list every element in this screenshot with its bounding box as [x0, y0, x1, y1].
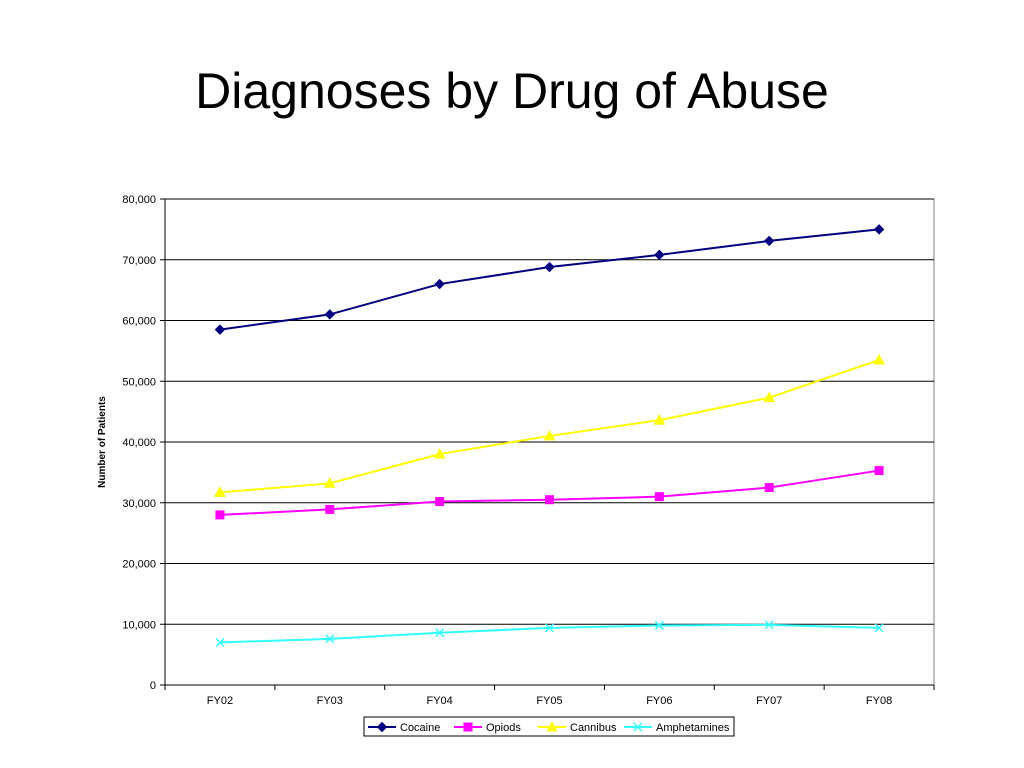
y-tick-label: 20,000 [122, 559, 156, 571]
data-point [633, 722, 643, 732]
legend-item-opiods: Opiods [454, 722, 521, 734]
y-tick-label: 50,000 [122, 376, 156, 388]
x-tick-label: FY07 [756, 695, 782, 707]
x-axis-tick-labels: FY02 FY03 FY04 FY05 FY06 FY07 FY08 [207, 695, 892, 707]
data-point [653, 414, 666, 425]
series-opiods [215, 466, 884, 520]
legend-item-cocaine: Cocaine [368, 721, 440, 734]
axes [160, 198, 935, 690]
legend: Cocaine Opiods Cannibus Amphetamines [363, 716, 735, 737]
data-point [764, 235, 775, 247]
x-tick-label: FY02 [207, 695, 233, 707]
x-tick-label: FY05 [536, 695, 562, 707]
x-tick-label: FY04 [426, 695, 452, 707]
data-point [654, 620, 664, 630]
x-tick-label: FY06 [646, 695, 672, 707]
data-point-stroke [633, 722, 643, 732]
x-tick-label: FY08 [866, 695, 892, 707]
data-point-stroke [325, 634, 335, 644]
legend-label: Amphetamines [656, 722, 730, 734]
data-point [435, 497, 445, 507]
legend-item-cannibus: Cannibus [538, 720, 617, 734]
data-point [463, 722, 473, 732]
data-point [325, 634, 335, 644]
series-cannibus [214, 353, 885, 497]
data-point [325, 504, 335, 514]
data-point [214, 486, 226, 497]
y-tick-label: 70,000 [122, 255, 156, 267]
data-point-stroke [544, 623, 555, 633]
data-point [763, 391, 776, 403]
legend-label: Cannibus [570, 722, 617, 734]
data-point-stroke [435, 628, 445, 638]
data-point [873, 353, 885, 365]
legend-label: Cocaine [400, 722, 440, 734]
series-amphetamines [215, 620, 884, 648]
data-point [544, 623, 555, 633]
y-tick-label: 60,000 [122, 316, 156, 328]
y-axis-tick-labels: 0 10,000 20,000 30,000 40,000 50,000 60,000 70,… [122, 194, 156, 692]
data-point [323, 477, 336, 488]
data-point [873, 224, 885, 235]
data-point [874, 466, 884, 476]
legend-label: Opiods [486, 722, 521, 734]
y-tick-label: 10,000 [122, 619, 156, 631]
slide-title: Diagnoses by Drug of Abuse [195, 63, 829, 119]
data-point [546, 720, 558, 732]
data-point [654, 492, 664, 502]
data-point [544, 261, 555, 273]
data-point [324, 309, 335, 320]
x-tick-label: FY03 [317, 695, 343, 707]
data-point-stroke [764, 620, 774, 630]
data-point-stroke [215, 637, 225, 648]
data-point [376, 721, 388, 733]
legend-item-amphetamines: Amphetamines [624, 722, 730, 734]
data-point [215, 637, 225, 648]
y-tick-label: 30,000 [122, 498, 156, 510]
series-group [214, 224, 885, 648]
data-point [764, 620, 774, 630]
data-point-stroke [874, 623, 884, 633]
data-point [543, 429, 556, 441]
data-point [874, 623, 884, 633]
data-point [545, 495, 554, 505]
y-axis-label: Number of Patients [97, 396, 108, 488]
data-point [433, 448, 446, 459]
data-point [435, 628, 445, 638]
y-tick-label: 40,000 [122, 437, 156, 449]
y-tick-label: 80,000 [122, 194, 156, 206]
data-point [215, 510, 225, 520]
data-point [764, 483, 774, 493]
data-point-stroke [654, 620, 664, 630]
data-point [214, 324, 226, 335]
y-tick-label: 0 [150, 680, 156, 692]
series-cocaine [214, 224, 885, 335]
data-point [434, 278, 445, 290]
data-point [654, 249, 665, 261]
